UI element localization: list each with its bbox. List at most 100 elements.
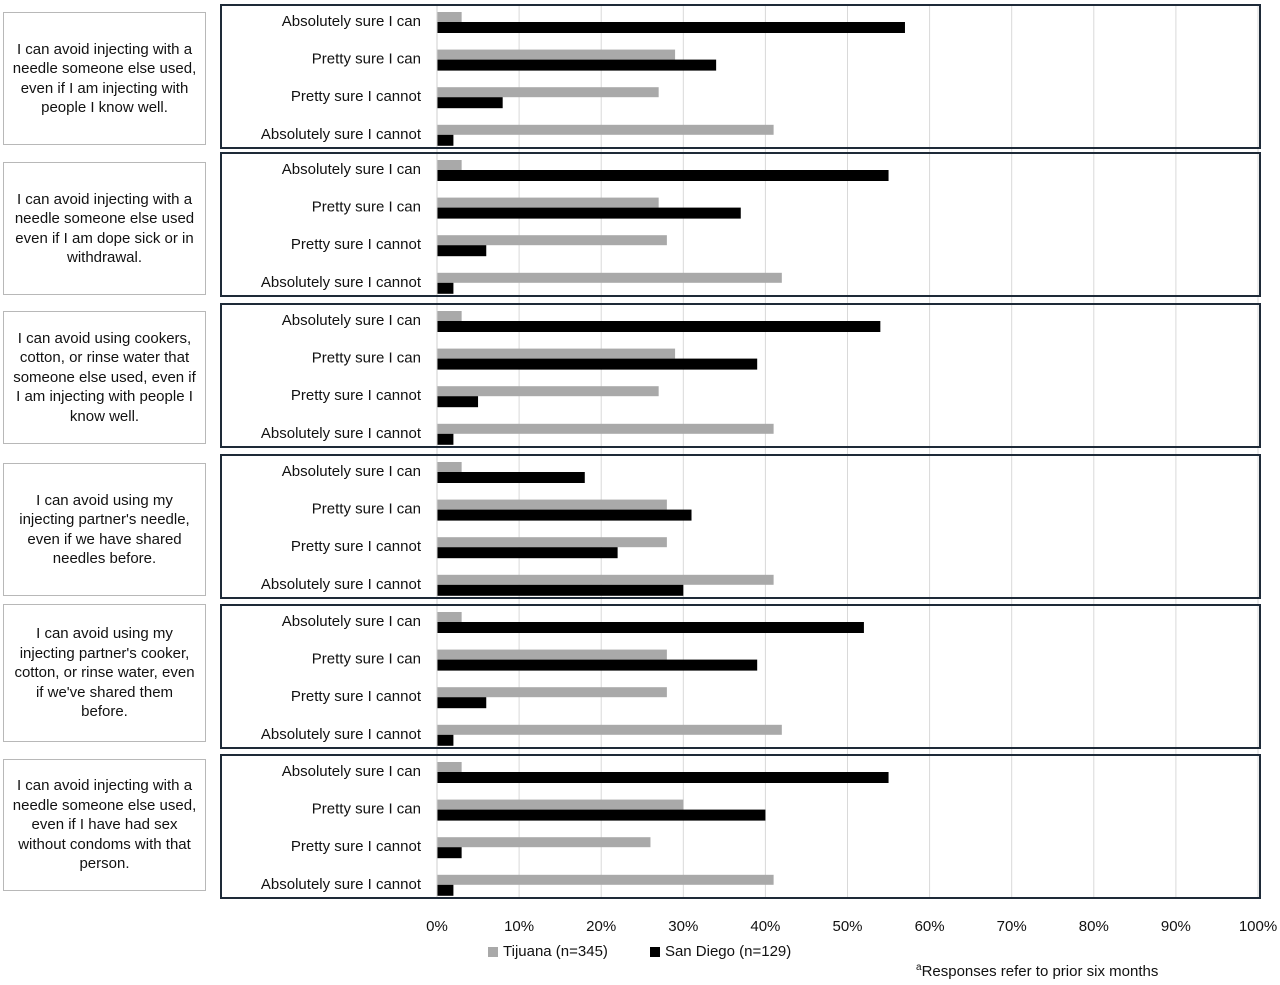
bar-san-diego [437,321,881,332]
category-label: Absolutely sure I can [282,312,421,329]
x-tick-label: 90% [1161,918,1191,935]
bar-tijuana [437,612,462,622]
bar-san-diego [437,358,758,370]
category-label: Pretty sure I can [312,651,421,668]
category-label: Pretty sure I can [312,350,421,367]
category-label: Absolutely sure I cannot [261,425,422,442]
bar-tijuana [437,462,462,472]
category-label: Absolutely sure I cannot [261,126,422,143]
bar-tijuana [437,649,667,660]
statement-box: I can avoid injecting with a needle some… [3,759,206,891]
bar-san-diego [437,584,684,596]
category-label: Pretty sure I cannot [291,688,422,705]
panel-frame [220,754,1261,899]
bar-san-diego [437,659,758,671]
bar-san-diego [437,884,454,896]
x-tick-label: 70% [997,918,1027,935]
statement-box: I can avoid using my injecting partner's… [3,463,206,596]
bar-tijuana [437,87,659,98]
bar-san-diego [437,59,717,71]
category-label: Absolutely sure I cannot [261,876,422,893]
bar-tijuana [437,311,462,321]
x-tick-label: 100% [1239,918,1277,935]
x-tick-label: 0% [426,918,448,935]
bar-tijuana [437,124,774,135]
bar-tijuana [437,799,684,810]
bar-san-diego [437,622,864,633]
bar-san-diego [437,134,454,146]
category-label: Absolutely sure I cannot [261,726,422,743]
bar-tijuana [437,12,462,22]
x-tick-label: 50% [832,918,862,935]
category-label: Absolutely sure I cannot [261,576,422,593]
bar-tijuana [437,348,676,359]
bar-tijuana [437,49,676,60]
category-label: Pretty sure I can [312,199,421,216]
category-label: Absolutely sure I can [282,613,421,630]
bar-san-diego [437,809,766,821]
bar-tijuana [437,687,667,698]
x-tick-label: 40% [750,918,780,935]
bar-san-diego [437,547,618,559]
category-label: Pretty sure I can [312,801,421,818]
bar-tijuana [437,272,782,283]
bar-tijuana [437,160,462,170]
footnote-marker: a [916,962,922,973]
bar-san-diego [437,396,479,408]
bar-tijuana [437,423,774,434]
bar-san-diego [437,697,487,709]
statement-box: I can avoid injecting with a needle some… [3,162,206,295]
category-label: Pretty sure I cannot [291,236,422,253]
bar-san-diego [437,245,487,257]
footnote: aResponses refer to prior six months [916,962,1159,981]
x-tick-label: 20% [586,918,616,935]
category-label: Absolutely sure I can [282,763,421,780]
category-label: Absolutely sure I cannot [261,274,422,291]
bar-san-diego [437,772,889,783]
bar-san-diego [437,734,454,746]
bar-san-diego [437,170,889,181]
category-label: Pretty sure I cannot [291,88,422,105]
bar-san-diego [437,433,454,445]
footnote-text: Responses refer to prior six months [921,963,1159,980]
category-label: Pretty sure I can [312,51,421,68]
category-label: Pretty sure I cannot [291,838,422,855]
bar-san-diego [437,207,741,219]
bar-tijuana [437,724,782,735]
legend-item-tijuana: Tijuana (n=345) [488,943,608,960]
legend-swatch-tijuana [488,946,498,957]
x-tick-label: 80% [1079,918,1109,935]
x-tick-label: 10% [504,918,534,935]
legend: Tijuana (n=345) San Diego (n=129) [488,943,833,960]
category-label: Absolutely sure I can [282,463,421,480]
bar-san-diego [437,472,585,483]
bar-tijuana [437,197,659,208]
bar-san-diego [437,847,462,859]
bar-san-diego [437,509,692,521]
panel-frame [220,454,1261,599]
category-label: Pretty sure I cannot [291,538,422,555]
bar-san-diego [437,97,503,109]
x-tick-label: 60% [915,918,945,935]
statement-box: I can avoid injecting with a needle some… [3,12,206,145]
panel-frame [220,152,1261,297]
bar-tijuana [437,837,651,848]
bar-san-diego [437,22,905,33]
legend-swatch-san-diego [649,946,660,957]
category-label: Absolutely sure I can [282,161,421,178]
category-label: Pretty sure I can [312,501,421,518]
panel-frame [220,4,1261,149]
bar-tijuana [437,386,659,397]
bar-tijuana [437,762,462,772]
legend-item-san-diego: San Diego (n=129) [649,943,792,960]
category-label: Absolutely sure I can [282,13,421,30]
legend-label-san-diego: San Diego (n=129) [664,943,792,960]
bar-tijuana [437,874,774,885]
bar-san-diego [437,282,454,294]
x-tick-label: 30% [668,918,698,935]
statement-box: I can avoid using my injecting partner's… [3,604,206,742]
panel-frame [220,303,1261,448]
bar-tijuana [437,537,667,548]
